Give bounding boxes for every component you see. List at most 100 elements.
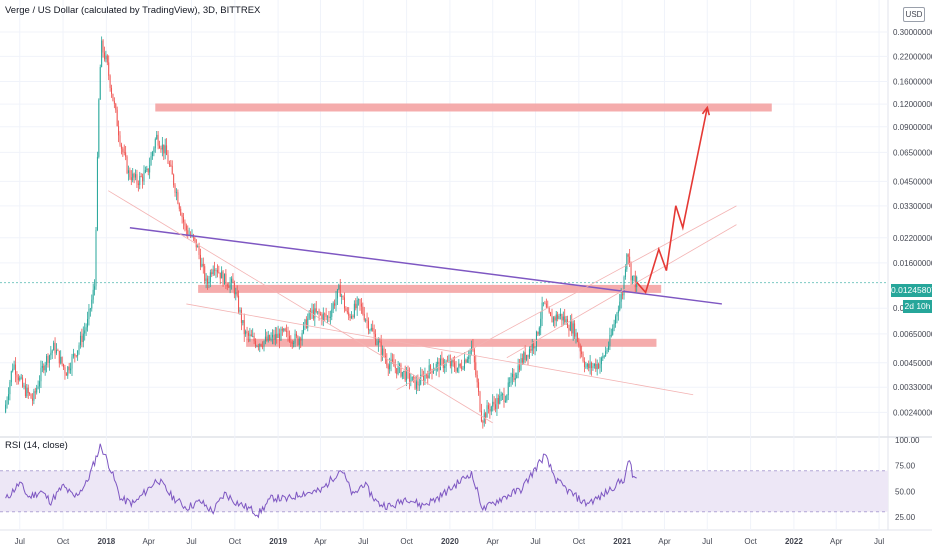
candle-body — [415, 381, 417, 389]
candle-body — [144, 170, 146, 173]
candle-body — [424, 374, 426, 382]
candle-body — [120, 144, 122, 149]
price-tick-label: 0.03300000 — [893, 202, 932, 211]
rsi-title: RSI (14, close) — [5, 440, 68, 451]
candle-body — [303, 323, 305, 334]
candle-body — [548, 307, 550, 313]
candle-body — [325, 314, 327, 317]
candle-body — [537, 331, 539, 335]
candle-body — [598, 363, 600, 369]
channel-line — [186, 303, 694, 396]
candle-body — [181, 215, 183, 218]
candle-body — [228, 286, 230, 288]
candle-body — [157, 134, 159, 146]
candle-body — [613, 323, 615, 329]
price-tick-label: 0.02200000 — [893, 234, 932, 243]
candle-body — [166, 145, 168, 156]
candle-body — [79, 335, 81, 346]
candle-body — [17, 377, 19, 381]
candle-body — [336, 289, 338, 299]
candle-body — [281, 328, 283, 331]
time-tick-label: Jul — [358, 537, 368, 546]
candle-body — [346, 310, 348, 313]
candle-body — [527, 354, 529, 358]
candle-body — [151, 152, 153, 157]
time-tick-label: Jul — [15, 537, 25, 546]
candle-body — [410, 380, 412, 382]
time-tick-label: Jul — [186, 537, 196, 546]
candle-body — [331, 309, 333, 317]
candle-body — [55, 349, 57, 354]
candle-body — [113, 100, 115, 104]
countdown-tag: 2d 10h — [903, 300, 932, 313]
candle-body — [22, 377, 24, 387]
candle-body — [439, 358, 441, 371]
candle-body — [297, 336, 299, 345]
candle-body — [434, 369, 436, 371]
projection-arrow[interactable] — [636, 105, 711, 295]
candle-body — [317, 311, 319, 313]
candle-body — [94, 286, 96, 290]
candle-body — [252, 336, 254, 337]
candle-body — [495, 404, 497, 410]
candle-body — [301, 333, 303, 341]
candle-body — [619, 301, 621, 311]
candle-body — [418, 384, 420, 386]
candle-body — [579, 345, 581, 352]
resistance-zones — [155, 103, 772, 347]
candle-body — [451, 360, 453, 367]
candle-body — [184, 222, 186, 226]
candle-body — [315, 308, 317, 312]
trendlines[interactable] — [108, 190, 737, 424]
candle-body — [578, 341, 580, 346]
candle-body — [264, 336, 266, 342]
candle-body — [558, 316, 560, 319]
candle-body — [379, 341, 381, 343]
candle-body — [294, 333, 296, 344]
candle-body — [612, 328, 614, 335]
candle-body — [160, 148, 162, 150]
time-tick-label: Apr — [142, 537, 155, 546]
candle-body — [499, 395, 501, 404]
candle-body — [596, 363, 598, 370]
candle-body — [485, 413, 487, 418]
candle-body — [535, 331, 537, 347]
rsi-tick-label: 75.00 — [895, 462, 916, 471]
candle-body — [603, 355, 605, 357]
candle-body — [554, 317, 556, 321]
candle-body — [328, 316, 330, 318]
candle-body — [307, 318, 309, 328]
candle-body — [106, 55, 108, 63]
candle-body — [298, 338, 300, 345]
candle-body — [15, 364, 17, 375]
candle-body — [98, 99, 100, 157]
candle-body — [567, 319, 569, 329]
candle-body — [623, 277, 625, 296]
currency-badge[interactable]: USD — [903, 7, 925, 22]
candle-body — [338, 285, 340, 290]
candle-body — [353, 303, 355, 318]
candle-body — [534, 346, 536, 349]
candle-body — [496, 397, 498, 410]
candle-body — [209, 272, 211, 283]
candle-body — [74, 353, 76, 356]
candle-body — [406, 369, 408, 381]
candle-body — [377, 341, 379, 345]
candle-body — [571, 321, 573, 334]
candle-body — [149, 165, 151, 173]
time-tick-label: Oct — [57, 537, 70, 546]
candle-body — [207, 278, 209, 284]
candle-body — [308, 311, 310, 319]
candle-body — [349, 315, 351, 319]
candle-body — [544, 302, 546, 304]
price-tick-label: 0.22000000 — [893, 52, 932, 61]
candle-body — [269, 335, 271, 340]
candle-body — [607, 346, 609, 350]
candle-body — [103, 52, 105, 60]
candle-body — [177, 192, 179, 204]
candle-body — [533, 343, 535, 349]
candle-body — [279, 333, 281, 341]
candle-body — [30, 394, 32, 399]
candle-body — [96, 156, 98, 230]
